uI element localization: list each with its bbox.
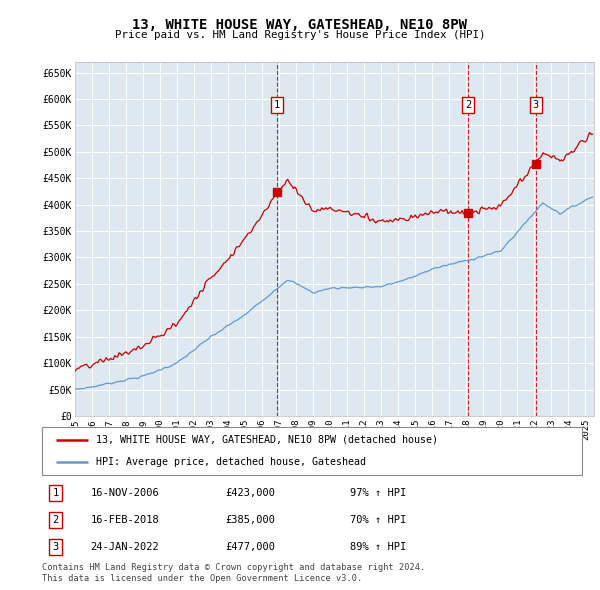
Text: 13, WHITE HOUSE WAY, GATESHEAD, NE10 8PW (detached house): 13, WHITE HOUSE WAY, GATESHEAD, NE10 8PW… [96, 435, 438, 445]
Text: 2: 2 [465, 100, 472, 110]
Text: HPI: Average price, detached house, Gateshead: HPI: Average price, detached house, Gate… [96, 457, 366, 467]
Text: 16-FEB-2018: 16-FEB-2018 [91, 515, 160, 525]
Text: 24-JAN-2022: 24-JAN-2022 [91, 542, 160, 552]
Text: £423,000: £423,000 [226, 488, 275, 497]
Text: 13, WHITE HOUSE WAY, GATESHEAD, NE10 8PW: 13, WHITE HOUSE WAY, GATESHEAD, NE10 8PW [133, 18, 467, 32]
Text: 1: 1 [52, 488, 59, 497]
Text: 2: 2 [52, 515, 59, 525]
Text: £477,000: £477,000 [226, 542, 275, 552]
FancyBboxPatch shape [42, 427, 582, 475]
Text: 70% ↑ HPI: 70% ↑ HPI [350, 515, 406, 525]
Text: Contains HM Land Registry data © Crown copyright and database right 2024.
This d: Contains HM Land Registry data © Crown c… [42, 563, 425, 583]
Text: 89% ↑ HPI: 89% ↑ HPI [350, 542, 406, 552]
Text: 3: 3 [52, 542, 59, 552]
Text: 97% ↑ HPI: 97% ↑ HPI [350, 488, 406, 497]
Text: 1: 1 [274, 100, 280, 110]
Text: 3: 3 [533, 100, 539, 110]
Text: Price paid vs. HM Land Registry's House Price Index (HPI): Price paid vs. HM Land Registry's House … [115, 30, 485, 40]
Text: 16-NOV-2006: 16-NOV-2006 [91, 488, 160, 497]
Text: £385,000: £385,000 [226, 515, 275, 525]
